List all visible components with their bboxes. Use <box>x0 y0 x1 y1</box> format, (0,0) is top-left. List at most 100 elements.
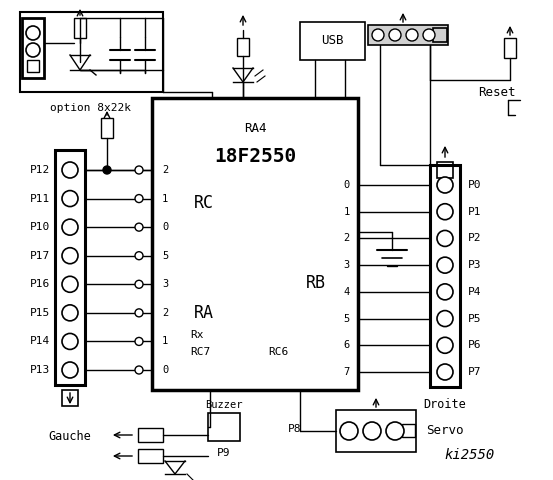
Circle shape <box>340 422 358 440</box>
Text: 3: 3 <box>162 279 168 289</box>
Circle shape <box>135 194 143 203</box>
Text: 6: 6 <box>344 340 350 350</box>
Text: P11: P11 <box>30 193 50 204</box>
Bar <box>101 118 113 138</box>
Circle shape <box>135 337 143 346</box>
Bar <box>152 98 358 390</box>
Bar <box>336 410 416 452</box>
Text: RC: RC <box>194 194 214 212</box>
Circle shape <box>437 177 453 193</box>
Circle shape <box>26 26 40 40</box>
Circle shape <box>372 29 384 41</box>
Text: P17: P17 <box>30 251 50 261</box>
Text: RA4: RA4 <box>244 121 266 134</box>
Bar <box>208 413 240 441</box>
Text: P8: P8 <box>288 424 302 434</box>
Bar <box>22 18 44 78</box>
Bar <box>138 428 163 442</box>
Text: P15: P15 <box>30 308 50 318</box>
Text: P7: P7 <box>468 367 482 377</box>
Text: P13: P13 <box>30 365 50 375</box>
Text: 2: 2 <box>162 308 168 318</box>
Text: P5: P5 <box>468 313 482 324</box>
Circle shape <box>437 311 453 326</box>
Text: 1: 1 <box>162 336 168 347</box>
Text: 7: 7 <box>344 367 350 377</box>
Text: P6: P6 <box>468 340 482 350</box>
Bar <box>437 162 453 178</box>
Circle shape <box>386 422 404 440</box>
Bar <box>430 165 460 387</box>
Circle shape <box>62 305 78 321</box>
Text: RA: RA <box>194 304 214 322</box>
Circle shape <box>135 366 143 374</box>
Circle shape <box>62 248 78 264</box>
Bar <box>237 38 249 56</box>
Text: P16: P16 <box>30 279 50 289</box>
Text: 0: 0 <box>344 180 350 190</box>
Text: 2: 2 <box>344 233 350 243</box>
Bar <box>504 38 516 58</box>
Text: P2: P2 <box>468 233 482 243</box>
Text: Gauche: Gauche <box>49 431 91 444</box>
Circle shape <box>62 191 78 206</box>
Text: P12: P12 <box>30 165 50 175</box>
Circle shape <box>26 43 40 57</box>
Text: 5: 5 <box>344 313 350 324</box>
Circle shape <box>135 280 143 288</box>
Text: ki2550: ki2550 <box>445 448 495 462</box>
Circle shape <box>62 162 78 178</box>
Circle shape <box>135 223 143 231</box>
Bar <box>433 28 447 42</box>
Circle shape <box>437 364 453 380</box>
Bar <box>55 150 85 385</box>
Bar <box>402 424 415 437</box>
Bar <box>74 18 86 38</box>
Circle shape <box>363 422 381 440</box>
Circle shape <box>389 29 401 41</box>
Text: P14: P14 <box>30 336 50 347</box>
Text: USB: USB <box>321 35 344 48</box>
Circle shape <box>135 252 143 260</box>
Circle shape <box>423 29 435 41</box>
Text: RC6: RC6 <box>268 347 288 357</box>
Text: Servo: Servo <box>426 424 463 437</box>
Circle shape <box>62 334 78 349</box>
Circle shape <box>437 204 453 220</box>
Text: Buzzer: Buzzer <box>205 400 243 410</box>
Bar <box>20 12 163 92</box>
Circle shape <box>135 166 143 174</box>
Bar <box>27 60 39 72</box>
Circle shape <box>103 166 111 174</box>
Text: P1: P1 <box>468 207 482 216</box>
Circle shape <box>135 309 143 317</box>
Circle shape <box>437 257 453 273</box>
Bar <box>138 449 163 463</box>
Text: option 8x22k: option 8x22k <box>50 103 131 113</box>
Circle shape <box>437 284 453 300</box>
Text: 0: 0 <box>162 222 168 232</box>
Text: 1: 1 <box>344 207 350 216</box>
Bar <box>368 25 448 45</box>
Circle shape <box>406 29 418 41</box>
Text: Droite: Droite <box>424 398 466 411</box>
Text: 4: 4 <box>344 287 350 297</box>
Bar <box>62 390 78 406</box>
Text: 1: 1 <box>162 193 168 204</box>
Circle shape <box>62 219 78 235</box>
Text: P3: P3 <box>468 260 482 270</box>
Circle shape <box>62 276 78 292</box>
Text: P0: P0 <box>468 180 482 190</box>
Circle shape <box>62 362 78 378</box>
Text: Reset: Reset <box>478 85 515 98</box>
Text: 2: 2 <box>162 165 168 175</box>
Text: RC7: RC7 <box>190 347 210 357</box>
Text: 18F2550: 18F2550 <box>214 146 296 166</box>
Text: RB: RB <box>306 274 326 292</box>
Text: P9: P9 <box>217 448 231 458</box>
Circle shape <box>437 230 453 246</box>
Circle shape <box>437 337 453 353</box>
Text: 5: 5 <box>162 251 168 261</box>
Text: 0: 0 <box>162 365 168 375</box>
Bar <box>300 22 365 60</box>
